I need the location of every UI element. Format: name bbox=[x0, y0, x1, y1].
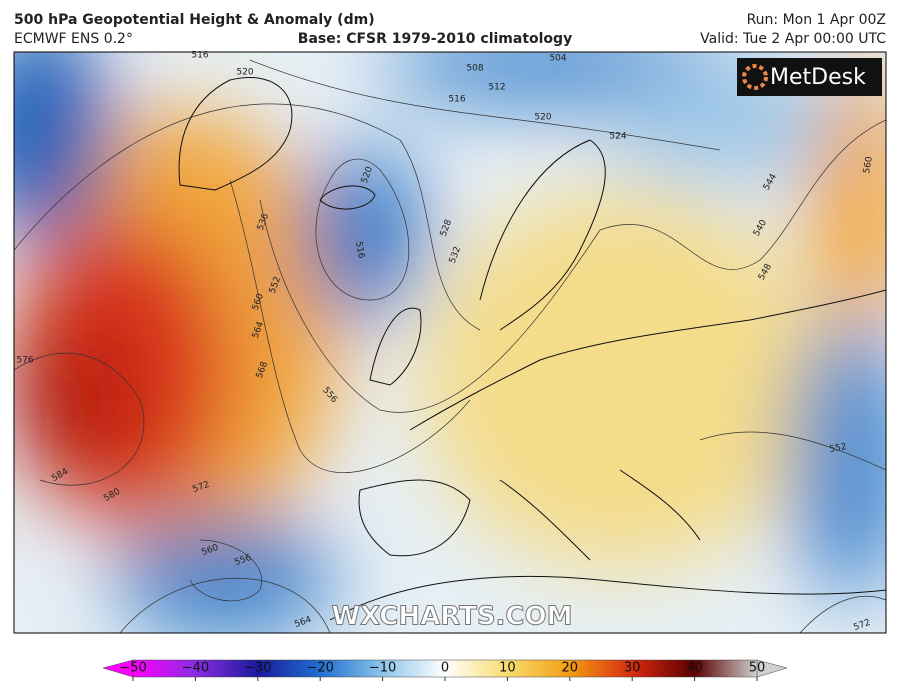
contour-label: 508 bbox=[466, 64, 483, 74]
contour-label: 512 bbox=[488, 83, 505, 93]
model: ECMWF ENS 0.2° bbox=[14, 31, 133, 47]
contour-label: 504 bbox=[549, 54, 566, 64]
colorbar-ticks: −50 −40 −30 −20 −10 0 10 20 30 40 50 bbox=[119, 661, 766, 681]
colorbar-tick-label: 40 bbox=[686, 661, 703, 676]
colorbar-tick-label: −10 bbox=[369, 661, 396, 676]
logo: MetDesk bbox=[770, 65, 866, 90]
colorbar-tick-label: −20 bbox=[306, 661, 333, 676]
contour-label: 560 bbox=[862, 155, 875, 174]
colorbar-tick-label: 0 bbox=[441, 661, 449, 676]
colorbar-tick-label: −30 bbox=[244, 661, 271, 676]
run: Run: Mon 1 Apr 00Z bbox=[747, 12, 886, 28]
contour-label: 524 bbox=[609, 132, 626, 142]
colorbar-tick-label: 20 bbox=[562, 661, 579, 676]
title: 500 hPa Geopotential Height & Anomaly (d… bbox=[14, 12, 375, 28]
logo-box bbox=[737, 58, 882, 96]
logo-icon bbox=[742, 64, 768, 90]
colorbar-tick-label: 50 bbox=[749, 661, 766, 676]
colorbar-tick-label: 10 bbox=[499, 661, 516, 676]
contour-label: 516 bbox=[353, 241, 366, 260]
valid: Valid: Tue 2 Apr 00:00 UTC bbox=[700, 31, 886, 47]
colorbar-tick-label: −40 bbox=[182, 661, 209, 676]
contour-label: 516 bbox=[191, 51, 208, 61]
colorbar-tick-label: 30 bbox=[624, 661, 641, 676]
contour-label: 576 bbox=[16, 356, 33, 366]
colorbar-tick-label: −50 bbox=[119, 661, 146, 676]
map-frame bbox=[13, 51, 887, 634]
base: Base: CFSR 1979-2010 climatology bbox=[298, 31, 572, 47]
contour-label: 520 bbox=[236, 68, 253, 78]
contour-label: 516 bbox=[448, 95, 465, 105]
contour-label: 520 bbox=[534, 113, 551, 123]
contour-label: 552 bbox=[829, 442, 848, 455]
watermark: WXCHARTS.COM bbox=[331, 602, 572, 632]
map bbox=[14, 52, 886, 633]
